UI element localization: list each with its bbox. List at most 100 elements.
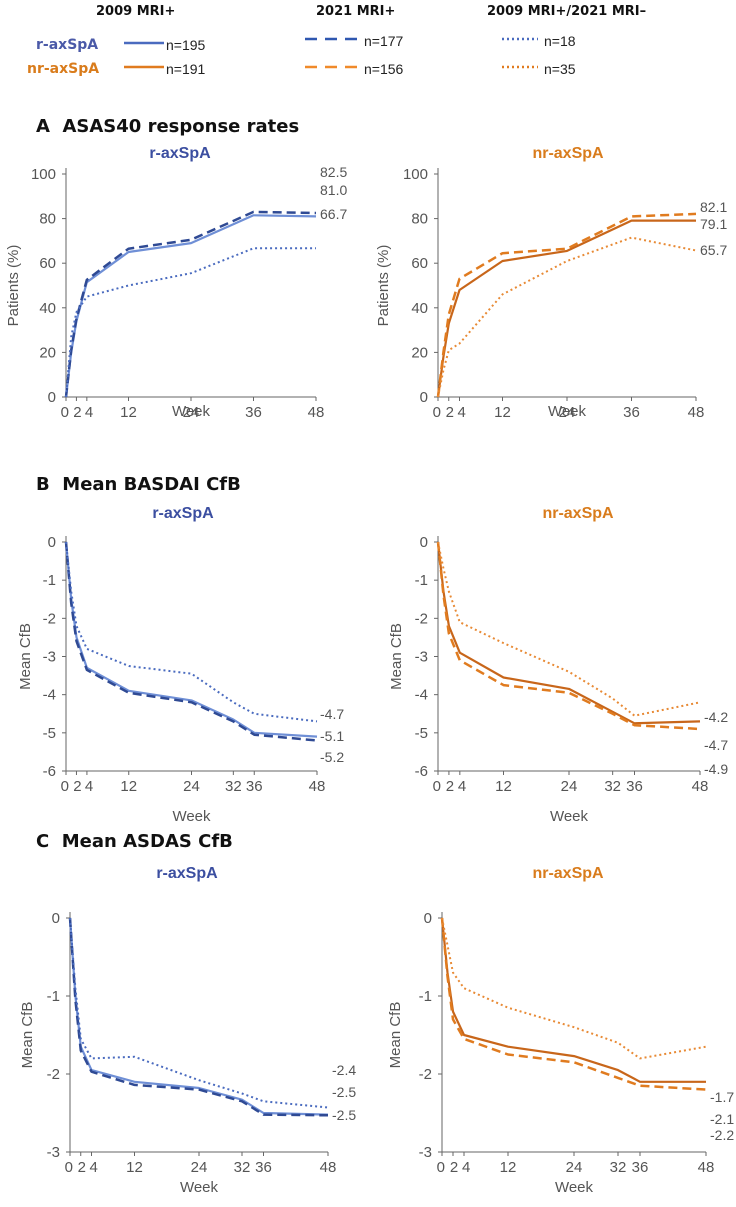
x-tick-label: 0: [437, 1159, 445, 1176]
series-line-dashed: [68, 917, 329, 1117]
x-tick-label: 36: [632, 1159, 649, 1176]
x-tick-label: 12: [120, 404, 137, 420]
x-tick-label: 2: [73, 404, 81, 420]
y-axis-label: Mean CfB: [19, 1002, 36, 1069]
x-tick-label: 48: [692, 778, 709, 795]
y-tick-label: 100: [403, 166, 428, 183]
y-tick-label: 0: [420, 389, 428, 406]
end-value-label: -4.9: [704, 761, 728, 777]
y-tick-label: -2: [415, 610, 428, 627]
x-tick-label: 2: [78, 1159, 86, 1176]
series-line-solid: [440, 917, 706, 1083]
x-tick-label: 24: [191, 1159, 208, 1176]
y-tick-label: -5: [43, 725, 56, 742]
series-line-dashed: [64, 541, 318, 742]
y-tick-label: -6: [43, 763, 56, 780]
legend-line-r-dashed: [305, 37, 359, 41]
x-tick-label: 24: [566, 1159, 583, 1176]
chart-title: r-axSpA: [149, 145, 211, 162]
x-axis-label: Week: [172, 808, 211, 825]
series-line-solid: [68, 917, 329, 1116]
end-value-label: -2.5: [332, 1084, 356, 1100]
chart-title: r-axSpA: [156, 865, 218, 882]
x-tick-label: 4: [85, 778, 93, 795]
x-tick-label: 32: [604, 778, 621, 795]
x-axis-label: Week: [548, 403, 587, 420]
section-c-title: C Mean ASDAS CfB: [36, 831, 233, 852]
series-line-dotted: [441, 917, 707, 1060]
series-line-dotted: [65, 541, 318, 723]
y-tick-label: 40: [411, 300, 428, 317]
y-tick-label: 0: [420, 534, 428, 551]
x-tick-label: 4: [462, 1159, 470, 1176]
x-tick-label: 36: [626, 778, 643, 795]
y-tick-label: -4: [415, 687, 428, 704]
y-tick-label: -5: [415, 725, 428, 742]
legend-line-nr-dashed: [305, 65, 359, 69]
end-value-label: -5.1: [320, 728, 344, 744]
end-value-label: 82.1: [700, 199, 727, 215]
end-value-label: 82.5: [320, 164, 347, 180]
y-tick-label: -1: [415, 572, 428, 589]
y-tick-label: -3: [419, 1144, 432, 1161]
chart-title: nr-axSpA: [532, 145, 604, 162]
y-tick-label: 20: [39, 344, 56, 361]
x-tick-label: 0: [433, 778, 441, 795]
y-tick-label: -1: [419, 988, 432, 1005]
legend-n-r-2009: n=195: [166, 37, 206, 53]
legend-line-r-dotted: [502, 37, 538, 41]
end-value-label: 79.1: [700, 216, 727, 232]
x-tick-label: 4: [90, 1159, 98, 1176]
x-tick-label: 4: [458, 778, 466, 795]
x-tick-label: 0: [65, 1159, 73, 1176]
legend-n-nr-2009-2021: n=35: [544, 61, 576, 77]
y-axis-label: Patients (%): [5, 245, 22, 327]
x-tick-label: 48: [308, 404, 325, 420]
end-value-label: -2.5: [332, 1107, 356, 1123]
x-axis-label: Week: [172, 403, 211, 420]
end-value-label: -2.4: [332, 1062, 356, 1078]
y-axis-label: Mean CfB: [17, 623, 34, 690]
legend-line-nr-dotted: [502, 65, 538, 69]
legend-n-nr-2009: n=191: [166, 61, 206, 77]
x-tick-label: 2: [446, 404, 454, 420]
y-tick-label: 100: [31, 166, 56, 183]
y-axis-label: Mean CfB: [388, 623, 405, 690]
legend-row-r-axspa: r-axSpA: [36, 37, 99, 53]
x-tick-label: 36: [623, 404, 640, 420]
end-value-label: 65.7: [700, 242, 727, 258]
y-tick-label: -2: [419, 1066, 432, 1083]
chart-title: nr-axSpA: [532, 865, 604, 882]
series-line-solid: [64, 541, 318, 738]
series-line-dotted: [437, 541, 701, 717]
legend-line-r-solid: [124, 41, 164, 45]
y-tick-label: 0: [48, 389, 56, 406]
series-line-solid: [436, 541, 701, 725]
x-tick-label: 24: [183, 778, 200, 795]
y-axis-label: Mean CfB: [387, 1002, 404, 1069]
x-tick-label: 0: [61, 404, 69, 420]
legend-line-nr-solid: [124, 65, 164, 69]
chart-title: nr-axSpA: [542, 505, 614, 522]
y-tick-label: 0: [48, 534, 56, 551]
legend: 2009 MRI+ 2021 MRI+ 2009 MRI+/2021 MRI– …: [0, 0, 736, 90]
y-tick-label: -1: [43, 572, 56, 589]
y-tick-label: -1: [47, 988, 60, 1005]
series-line-dashed: [436, 541, 701, 731]
end-value-label: -2.1: [710, 1111, 734, 1127]
x-tick-label: 12: [495, 778, 512, 795]
y-tick-label: -2: [43, 610, 56, 627]
section-a-title: A ASAS40 response rates: [36, 116, 300, 137]
x-tick-label: 32: [225, 778, 242, 795]
x-axis-label: Week: [550, 808, 589, 825]
x-tick-label: 12: [494, 404, 511, 420]
end-value-label: 66.7: [320, 206, 347, 222]
series-line-dashed: [436, 212, 697, 398]
legend-header-2009: 2009 MRI+: [96, 4, 176, 19]
